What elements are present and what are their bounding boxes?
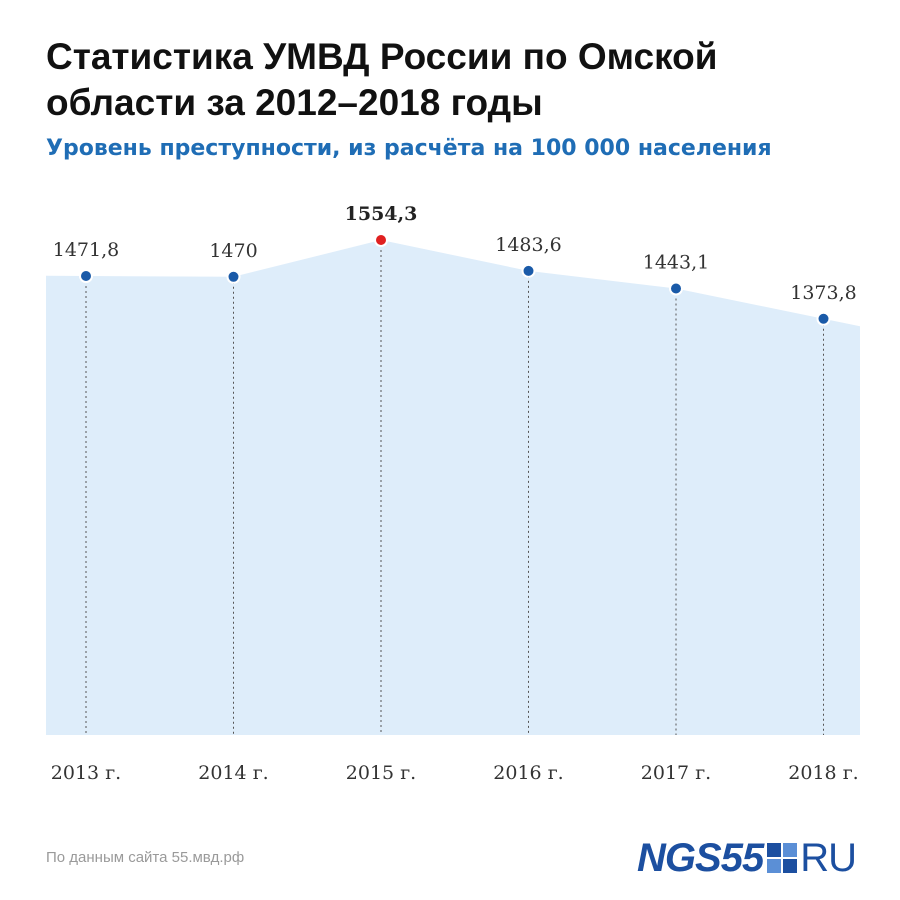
x-tick-label: 2016 г. [493, 762, 563, 784]
data-point [376, 235, 386, 245]
data-label: 1373,8 [790, 282, 856, 304]
logo-suffix-text: RU [800, 836, 857, 880]
logo-square-icon [767, 843, 798, 873]
chart-title: Статистика УМВД России по Омской области… [46, 36, 718, 123]
data-point [818, 313, 829, 324]
x-tick-label: 2015 г. [346, 762, 416, 784]
ngs55-logo: NGS55 RU [637, 835, 857, 881]
data-point [671, 283, 681, 294]
x-tick-label: 2017 г. [641, 762, 711, 784]
logo-main-text: NGS55 [637, 836, 764, 880]
data-point [523, 265, 534, 276]
data-point [81, 271, 91, 281]
data-label: 1483,6 [495, 234, 561, 256]
source-note: По данным сайта 55.мвд.рф [46, 849, 245, 866]
data-label: 1443,1 [643, 252, 709, 274]
x-tick-label: 2014 г. [198, 762, 268, 784]
area-fill [46, 240, 860, 735]
data-label: 1471,8 [53, 239, 119, 261]
data-label: 1470 [209, 240, 257, 262]
data-label: 1554,3 [345, 203, 418, 225]
x-tick-label: 2013 г. [51, 762, 121, 784]
data-point [228, 271, 239, 282]
x-tick-label: 2018 г. [788, 762, 858, 784]
chart-subtitle: Уровень преступности, из расчёта на 100 … [46, 136, 772, 161]
